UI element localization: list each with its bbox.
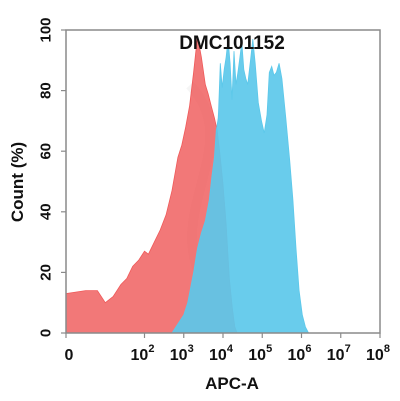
x-axis-label: APC-A (205, 374, 259, 393)
y-tick-label: 80 (38, 82, 55, 99)
y-axis-label: Count (%) (8, 142, 27, 222)
histogram-areas (65, 36, 310, 334)
x-tick-label: 104 (209, 343, 234, 364)
y-axis-ticks: 0 20 40 60 80 100 (38, 17, 66, 337)
y-tick-label: 100 (38, 17, 55, 42)
x-tick-label: 105 (248, 343, 272, 364)
x-axis-ticks: 0 102 103 104 105 106 107 108 (65, 333, 390, 364)
x-tick-label: 103 (170, 343, 194, 364)
y-tick-label: 60 (38, 143, 55, 160)
y-tick-label: 20 (38, 264, 55, 281)
x-tick-label: 108 (366, 343, 390, 364)
x-tick-label: 106 (288, 343, 312, 364)
chart-title: DMC101152 (179, 33, 285, 54)
y-tick-label: 40 (38, 203, 55, 220)
histogram-series-1 (171, 39, 310, 334)
x-tick-label: 102 (131, 343, 155, 364)
x-tick-label: 107 (327, 343, 351, 364)
y-tick-label: 0 (38, 329, 55, 337)
x-tick-label: 0 (65, 347, 74, 364)
